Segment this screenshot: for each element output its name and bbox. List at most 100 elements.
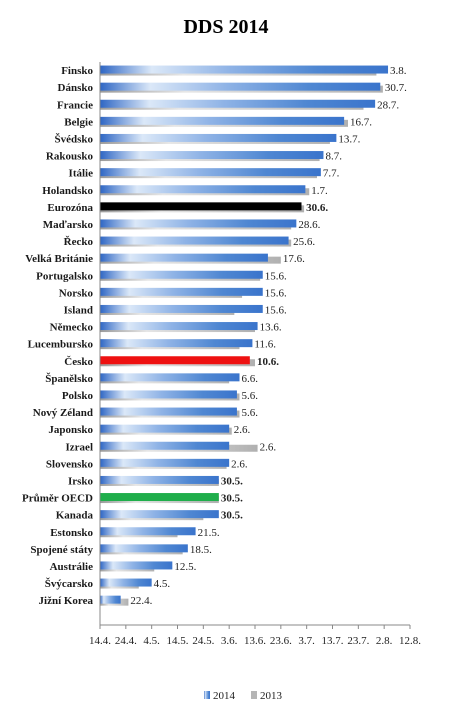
category-label-svedsko: Švédsko	[54, 132, 93, 145]
data-label-finsko: 3.8.	[390, 65, 407, 77]
data-label-prumer-oecd: 30.5.	[221, 493, 243, 505]
category-label-eurozona: Eurozóna	[47, 202, 93, 214]
data-label-svycarsko: 4.5.	[154, 578, 171, 590]
data-label-izrael: 2.6.	[260, 441, 277, 453]
x-tick-label: 13.6.	[244, 635, 266, 647]
x-tick-label: 12.8.	[399, 635, 421, 647]
category-label-irsko: Irsko	[68, 475, 94, 487]
x-tick-label: 24.4.	[115, 635, 137, 647]
x-tick-label: 3.6.	[221, 635, 238, 647]
data-label-eurozona: 30.6.	[306, 202, 328, 214]
series-2014	[100, 65, 389, 604]
x-tick-label: 14.5.	[167, 635, 189, 647]
x-tick-label: 4.5.	[143, 635, 160, 647]
category-label-portugalsko: Portugalsko	[36, 270, 93, 282]
category-label-svycarsko: Švýcarsko	[45, 577, 94, 590]
data-label-italie: 7.7.	[323, 168, 340, 180]
bar-2014-slovensko	[100, 458, 230, 467]
data-label-japonsko: 2.6.	[234, 424, 251, 436]
category-label-velka-britanie: Velká Británie	[25, 253, 93, 265]
category-label-prumer-oecd: Průměr OECD	[22, 493, 93, 505]
bar-2014-madarsko	[100, 219, 297, 228]
x-tick-label: 24.5.	[192, 635, 214, 647]
data-label-dansko: 30.7.	[385, 82, 407, 94]
data-label-norsko: 15.6.	[265, 287, 287, 299]
data-label-nemecko: 13.6.	[260, 322, 282, 334]
category-label-spojene-staty: Spojené státy	[30, 544, 93, 556]
bar-2014-izrael	[100, 441, 230, 450]
bar-2014-belgie	[100, 116, 345, 125]
bar-2014-kanada	[100, 510, 219, 519]
data-label-novy-zeland: 5.6.	[242, 407, 259, 419]
bar-2014-irsko	[100, 475, 219, 484]
bar-2014-island	[100, 304, 263, 313]
x-tick-label: 14.4.	[89, 635, 111, 647]
legend-label-2014: 2014	[213, 690, 236, 702]
data-label-irsko: 30.5.	[221, 475, 243, 487]
bar-2014-recko	[100, 236, 289, 245]
category-label-japonsko: Japonsko	[48, 424, 93, 436]
data-label-island: 15.6.	[265, 304, 287, 316]
category-label-italie: Itálie	[69, 168, 94, 180]
category-label-jizni-korea: Jižní Korea	[39, 595, 94, 607]
category-label-nemecko: Německo	[50, 322, 94, 334]
category-label-recko: Řecko	[64, 236, 94, 248]
legend-label-2013: 2013	[260, 690, 283, 702]
legend-swatch-2014	[204, 691, 210, 699]
bar-2014-japonsko	[100, 424, 230, 433]
bar-2014-svycarsko	[100, 578, 152, 587]
bar-2014-dansko	[100, 82, 381, 91]
bar-2014-novy-zeland	[100, 407, 237, 416]
data-label-kanada: 30.5.	[221, 510, 243, 522]
legend: 2014 2013	[204, 690, 283, 702]
data-label-francie: 28.7.	[377, 99, 399, 111]
category-label-belgie: Belgie	[64, 116, 93, 128]
category-label-madarsko: Maďarsko	[43, 219, 94, 231]
category-label-polsko: Polsko	[62, 390, 94, 402]
bar-2014-prumer-oecd	[100, 493, 219, 502]
x-tick-label: 23.7.	[347, 635, 369, 647]
bar-2014-spojene-staty	[100, 544, 188, 553]
bar-2014-norsko	[100, 287, 263, 296]
data-label-spojene-staty: 18.5.	[190, 544, 212, 556]
x-tick-label: 3.7.	[298, 635, 315, 647]
data-label-lucembursko: 11.6.	[254, 339, 276, 351]
bar-2014-australie	[100, 561, 173, 570]
bar-2014-francie	[100, 99, 376, 108]
data-label-spanelsko: 6.6.	[242, 373, 259, 385]
category-label-dansko: Dánsko	[58, 82, 94, 94]
bar-2014-eurozona	[100, 202, 302, 211]
category-label-novy-zeland: Nový Zéland	[33, 407, 93, 419]
bar-2014-cesko	[100, 356, 250, 365]
data-label-holandsko: 1.7.	[311, 185, 328, 197]
category-label-lucembursko: Lucembursko	[28, 339, 94, 351]
data-label-slovensko: 2.6.	[231, 458, 248, 470]
x-tick-label: 13.7.	[322, 635, 344, 647]
data-label-polsko: 5.6.	[242, 390, 259, 402]
category-label-finsko: Finsko	[61, 65, 93, 77]
data-label-portugalsko: 15.6.	[265, 270, 287, 282]
bar-2014-svedsko	[100, 133, 337, 142]
category-label-slovensko: Slovensko	[46, 458, 94, 470]
category-label-francie: Francie	[57, 99, 93, 111]
bar-2014-velka-britanie	[100, 253, 268, 262]
category-label-spanelsko: Španělsko	[45, 372, 93, 385]
data-label-recko: 25.6.	[293, 236, 315, 248]
series-2013	[100, 68, 383, 606]
category-label-holandsko: Holandsko	[42, 185, 93, 197]
bar-2014-lucembursko	[100, 339, 253, 348]
data-label-madarsko: 28.6.	[298, 219, 320, 231]
data-label-velka-britanie: 17.6.	[283, 253, 305, 265]
data-labels: 3.8. 30.7. 28.7. 16.7. 13.7. 8.7. 7.7. 1.7. 30.6…	[130, 65, 407, 607]
bar-2014-polsko	[100, 390, 237, 399]
category-labels: Finsko Dánsko Francie Belgie Švédsko Rakousko…	[22, 65, 93, 607]
data-label-estonsko: 21.5.	[198, 527, 220, 539]
bar-2014-estonsko	[100, 527, 196, 536]
chart-title: DDS 2014	[183, 16, 268, 38]
data-label-belgie: 16.7.	[350, 116, 372, 128]
x-axis-ticks: 14.4. 24.4. 4.5. 14.5. 24.5. 3.6. 13.6. 23.6. 3.…	[89, 625, 421, 647]
x-tick-label: 2.8.	[376, 635, 393, 647]
bar-2014-finsko	[100, 65, 389, 74]
bar-2014-italie	[100, 168, 321, 177]
